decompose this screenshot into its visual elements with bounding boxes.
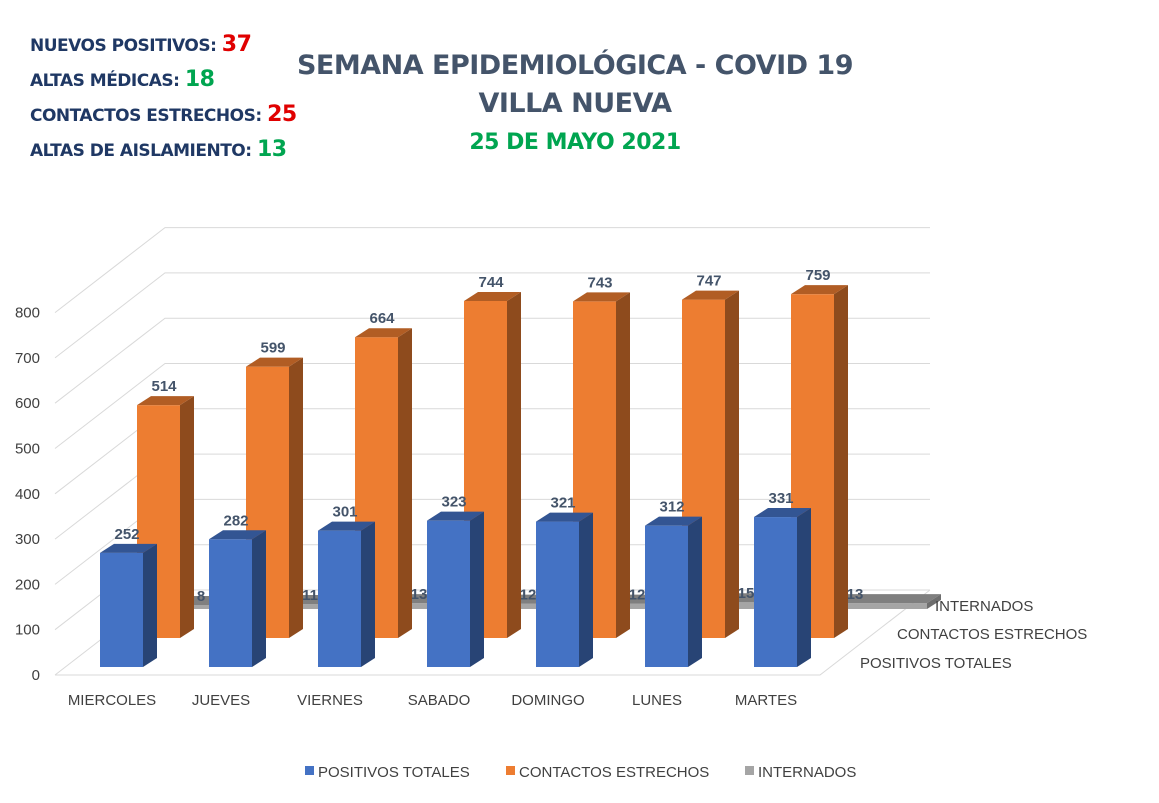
y-tick-label: 400 [15, 486, 40, 503]
y-tick-label: 200 [15, 576, 40, 593]
stat-label: ALTAS MÉDICAS: [30, 71, 180, 91]
floor-line [55, 589, 931, 676]
chart-title: SEMANA EPIDEMIOLÓGICA - COVID 19 [296, 50, 854, 81]
data-label: 331 [768, 490, 793, 507]
depth-axis-label: POSITIVOS TOTALES [860, 655, 1012, 672]
data-label: 13 [847, 586, 864, 603]
stat-value: 37 [221, 32, 252, 57]
data-label: 12 [629, 587, 646, 604]
data-label: 759 [805, 267, 830, 284]
data-label: 15 [738, 585, 755, 602]
x-tick-label: SABADO [408, 692, 471, 709]
gridline [54, 317, 930, 404]
data-label: 252 [114, 526, 139, 543]
legend-swatch [305, 766, 314, 775]
stat-item: NUEVOS POSITIVOS: 37 [30, 32, 252, 57]
y-tick-label: 800 [15, 305, 40, 322]
stat-label: NUEVOS POSITIVOS: [30, 36, 217, 56]
legend: POSITIVOS TOTALES CONTACTOS ESTRECHOS INTE… [305, 764, 856, 781]
bar-positivos [100, 543, 157, 667]
stat-item: CONTACTOS ESTRECHOS: 25 [30, 102, 297, 127]
bar-internados [818, 594, 941, 609]
legend-label: CONTACTOS ESTRECHOS [519, 764, 709, 781]
y-tick-label: 500 [15, 441, 40, 458]
data-label: 743 [587, 274, 612, 291]
bar-contactos [682, 290, 739, 638]
data-label: 12 [520, 587, 537, 604]
data-label: 282 [223, 512, 248, 529]
stat-value: 18 [184, 67, 215, 92]
bar-positivos [536, 512, 593, 667]
x-tick-label: LUNES [632, 692, 682, 709]
stat-label: ALTAS DE AISLAMIENTO: [30, 141, 252, 161]
x-tick-label: JUEVES [192, 692, 250, 709]
bar-positivos [754, 508, 811, 667]
bar-contactos [791, 285, 848, 638]
legend-swatch [745, 766, 754, 775]
y-tick-label: 0 [32, 667, 40, 684]
data-label: 664 [369, 310, 395, 327]
stat-item: ALTAS DE AISLAMIENTO: 13 [30, 137, 287, 162]
gridline [54, 363, 930, 449]
stat-value: 25 [267, 102, 297, 127]
stat-value: 13 [256, 137, 287, 162]
bar-positivos [318, 521, 375, 667]
data-label: 514 [151, 378, 177, 395]
y-tick-label: 700 [15, 350, 40, 367]
legend-label: POSITIVOS TOTALES [318, 764, 470, 781]
gridline [54, 227, 930, 313]
data-label: 8 [197, 588, 205, 605]
data-label: 323 [441, 494, 466, 511]
stat-label: CONTACTOS ESTRECHOS: [30, 106, 262, 126]
bar-contactos [573, 292, 630, 638]
data-label: 747 [696, 273, 721, 290]
chart-subtitle: VILLA NUEVA [478, 88, 672, 119]
x-tick-label: MARTES [735, 692, 797, 709]
y-tick-label: 100 [15, 622, 40, 639]
x-tick-label: VIERNES [297, 692, 363, 709]
depth-axis-label: INTERNADOS [935, 598, 1033, 615]
data-label: 744 [478, 274, 504, 291]
data-label: 312 [659, 499, 684, 516]
data-label: 321 [550, 495, 575, 512]
y-tick-label: 300 [15, 531, 40, 548]
bar-positivos [427, 511, 484, 667]
x-tick-label: MIERCOLES [68, 692, 156, 709]
data-label: 301 [332, 504, 357, 521]
stat-item: ALTAS MÉDICAS: 18 [30, 67, 215, 92]
legend-label: INTERNADOS [758, 764, 856, 781]
data-label: 11 [302, 587, 318, 604]
depth-axis-label: CONTACTOS ESTRECHOS [897, 626, 1087, 643]
data-label: 599 [260, 340, 285, 357]
x-tick-label: DOMINGO [511, 692, 584, 709]
data-label: 13 [411, 586, 428, 603]
legend-swatch [506, 766, 515, 775]
gridline [54, 272, 930, 359]
bar-positivos [209, 530, 266, 667]
y-tick-label: 600 [15, 395, 40, 412]
bar-positivos [645, 516, 702, 667]
chart-date: 25 DE MAYO 2021 [469, 130, 681, 155]
